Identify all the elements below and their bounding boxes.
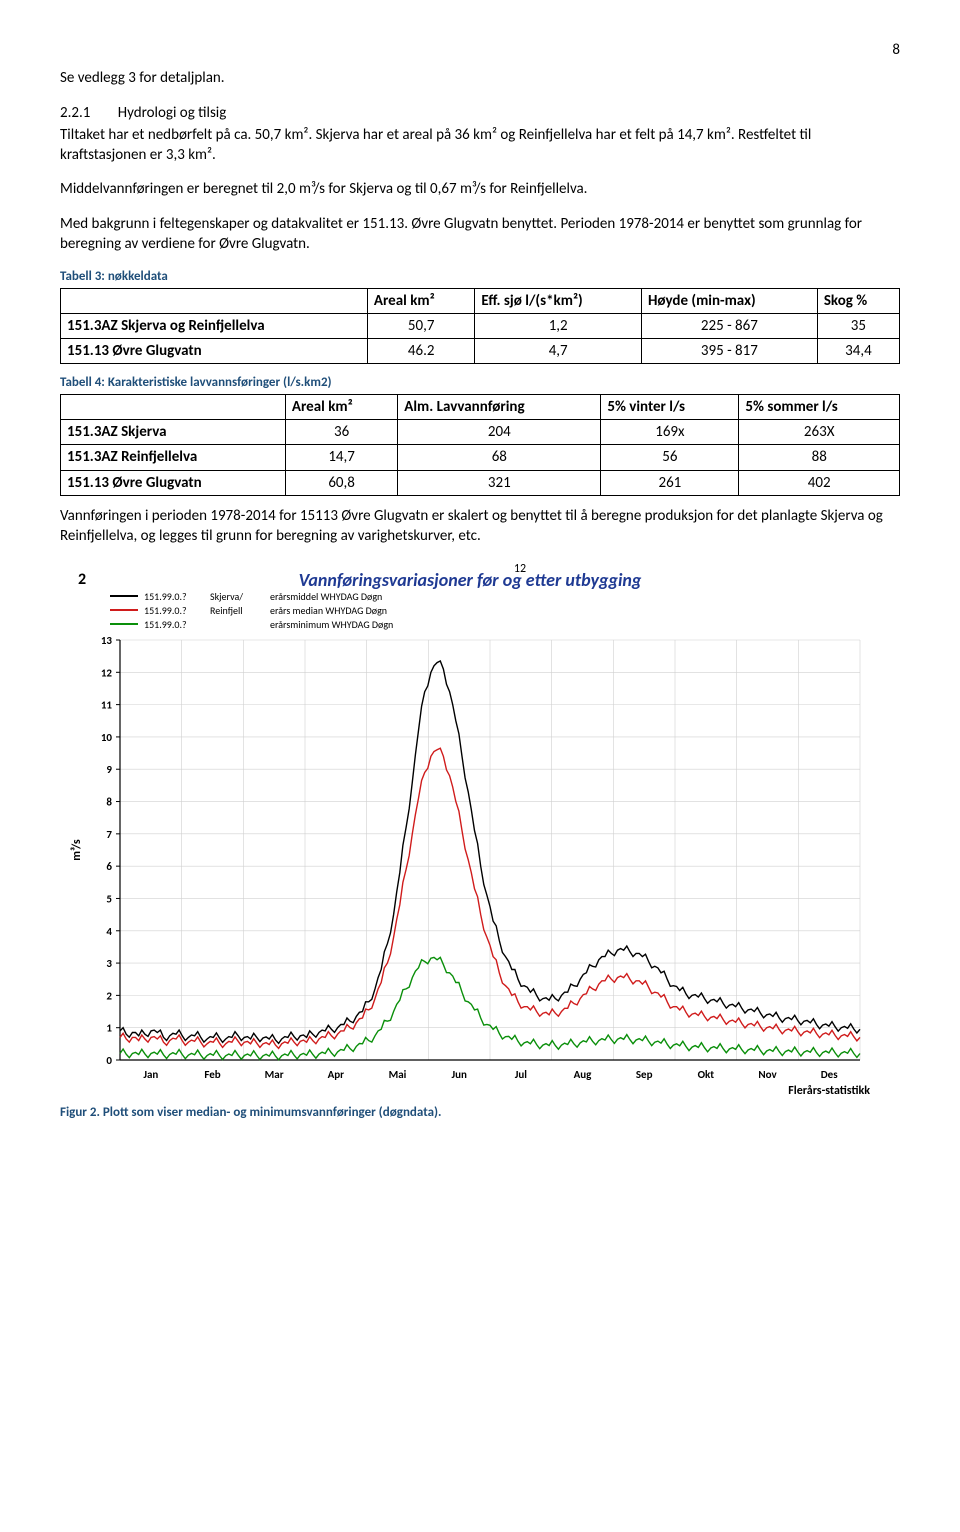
flow-chart: 012345678910111213JanFebMarAprMaiJunJulA…	[60, 560, 880, 1100]
svg-text:11: 11	[101, 699, 113, 712]
table4-r1c2: 68	[398, 445, 601, 470]
table-row: Areal km² Eff. sjø l/(s*km²) Høyde (min-…	[61, 288, 900, 313]
svg-text:2: 2	[106, 990, 112, 1003]
paragraph-1: Tiltaket har et nedbørfelt på ca. 50,7 k…	[60, 125, 900, 166]
svg-text:6: 6	[106, 860, 112, 873]
table3-r0c2: 1,2	[475, 313, 642, 338]
page-number: 8	[60, 40, 900, 60]
table3-h1: Areal km²	[367, 288, 474, 313]
table4-h3: 5% vinter l/s	[601, 394, 739, 419]
svg-text:erårsminimum WHYDAG Døgn: erårsminimum WHYDAG Døgn	[270, 618, 393, 631]
table4-r1c1: 14,7	[285, 445, 397, 470]
svg-text:Okt: Okt	[698, 1068, 715, 1081]
table-row: 151.13 Øvre Glugvatn 60,8 321 261 402	[61, 470, 900, 495]
table4-r2c0: 151.13 Øvre Glugvatn	[61, 470, 286, 495]
svg-text:Jun: Jun	[451, 1068, 467, 1081]
svg-text:151.99.0.?: 151.99.0.?	[144, 604, 187, 617]
table4-r2c4: 402	[739, 470, 900, 495]
table4: Areal km² Alm. Lavvannføring 5% vinter l…	[60, 394, 900, 496]
svg-text:Nov: Nov	[758, 1068, 777, 1081]
svg-text:13: 13	[101, 634, 113, 647]
table4-r0c0: 151.3AZ Skjerva	[61, 420, 286, 445]
table3-r1c2: 4,7	[475, 339, 642, 364]
svg-text:7: 7	[106, 828, 112, 841]
intro-line: Se vedlegg 3 for detaljplan.	[60, 68, 900, 88]
table4-r2c1: 60,8	[285, 470, 397, 495]
table3: Areal km² Eff. sjø l/(s*km²) Høyde (min-…	[60, 288, 900, 365]
table-row: 151.13 Øvre Glugvatn 46.2 4,7 395 - 817 …	[61, 339, 900, 364]
svg-text:Jan: Jan	[143, 1068, 158, 1081]
table-row: 151.3AZ Skjerva og Reinfjellelva 50,7 1,…	[61, 313, 900, 338]
table3-r1c1: 46.2	[367, 339, 474, 364]
figure-caption: Figur 2. Plott som viser median- og mini…	[60, 1104, 900, 1122]
table4-h4: 5% sommer l/s	[739, 394, 900, 419]
table-row: 151.3AZ Reinfjellelva 14,7 68 56 88	[61, 445, 900, 470]
table4-caption: Tabell 4: Karakteristiske lavvannsføring…	[60, 374, 900, 392]
svg-text:151.99.0.?: 151.99.0.?	[144, 618, 187, 631]
svg-text:Mar: Mar	[265, 1068, 284, 1081]
table3-r1c0: 151.13 Øvre Glugvatn	[61, 339, 368, 364]
svg-text:Feb: Feb	[204, 1068, 220, 1081]
table3-caption: Tabell 3: nøkkeldata	[60, 268, 900, 286]
svg-text:Sep: Sep	[636, 1068, 653, 1081]
svg-text:4: 4	[106, 925, 112, 938]
table3-r0c0: 151.3AZ Skjerva og Reinfjellelva	[61, 313, 368, 338]
svg-text:Vannføringsvariasjoner før og: Vannføringsvariasjoner før og etter utby…	[299, 569, 642, 591]
svg-text:Skjerva/: Skjerva/	[210, 590, 243, 603]
svg-text:1: 1	[106, 1022, 112, 1035]
svg-text:m³/s: m³/s	[70, 839, 84, 861]
table4-r2c2: 321	[398, 470, 601, 495]
table4-r0c3: 169x	[601, 420, 739, 445]
svg-text:Des: Des	[821, 1068, 838, 1081]
table4-r0c4: 263X	[739, 420, 900, 445]
svg-text:Reinfjell: Reinfjell	[210, 604, 243, 617]
svg-text:Apr: Apr	[328, 1068, 345, 1081]
table4-r0c2: 204	[398, 420, 601, 445]
table4-r0c1: 36	[285, 420, 397, 445]
paragraph-3: Med bakgrunn i feltegenskaper og datakva…	[60, 214, 900, 255]
svg-text:erårs median WHYDAG Døgn: erårs median WHYDAG Døgn	[270, 604, 387, 617]
svg-text:erårsmiddel WHYDAG Døgn: erårsmiddel WHYDAG Døgn	[270, 590, 382, 603]
table3-h0	[61, 288, 368, 313]
svg-text:5: 5	[106, 893, 112, 906]
chart-container: 012345678910111213JanFebMarAprMaiJunJulA…	[60, 560, 900, 1100]
svg-text:Aug: Aug	[574, 1068, 593, 1081]
table3-r1c4: 34,4	[817, 339, 899, 364]
table3-h4: Skog %	[817, 288, 899, 313]
table4-r1c0: 151.3AZ Reinfjellelva	[61, 445, 286, 470]
table3-r1c3: 395 - 817	[641, 339, 817, 364]
table4-r1c3: 56	[601, 445, 739, 470]
table4-h0	[61, 394, 286, 419]
svg-text:151.99.0.?: 151.99.0.?	[144, 590, 187, 603]
section-heading: 2.2.1 Hydrologi og tilsig	[60, 103, 900, 123]
table3-r0c4: 35	[817, 313, 899, 338]
svg-text:3: 3	[106, 957, 112, 970]
svg-text:Jul: Jul	[515, 1068, 528, 1081]
svg-text:0: 0	[106, 1054, 112, 1067]
svg-text:12: 12	[101, 667, 113, 680]
table4-r1c4: 88	[739, 445, 900, 470]
table3-h3: Høyde (min-max)	[641, 288, 817, 313]
table4-h2: Alm. Lavvannføring	[398, 394, 601, 419]
svg-text:10: 10	[101, 731, 113, 744]
svg-text:2: 2	[78, 570, 86, 589]
table3-h2: Eff. sjø l/(s*km²)	[475, 288, 642, 313]
svg-text:Flerårs-statistikk: Flerårs-statistikk	[788, 1084, 870, 1098]
section-number: 2.2.1	[60, 103, 90, 123]
table-row: 151.3AZ Skjerva 36 204 169x 263X	[61, 420, 900, 445]
svg-text:8: 8	[106, 796, 112, 809]
table4-h1: Areal km²	[285, 394, 397, 419]
table-row: Areal km² Alm. Lavvannføring 5% vinter l…	[61, 394, 900, 419]
svg-text:9: 9	[106, 764, 112, 777]
svg-text:Mai: Mai	[389, 1068, 407, 1081]
paragraph-4: Vannføringen i perioden 1978-2014 for 15…	[60, 506, 900, 547]
table3-r0c1: 50,7	[367, 313, 474, 338]
table3-r0c3: 225 - 867	[641, 313, 817, 338]
svg-text:12: 12	[514, 562, 526, 576]
paragraph-2: Middelvannføringen er beregnet til 2,0 m…	[60, 179, 900, 199]
section-title: Hydrologi og tilsig	[118, 104, 227, 122]
table4-r2c3: 261	[601, 470, 739, 495]
